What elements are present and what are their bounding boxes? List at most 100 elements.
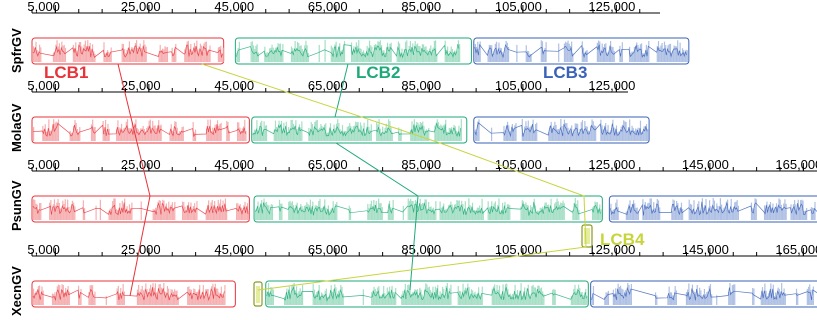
- similarity-bar: [78, 42, 80, 62]
- similarity-bar: [295, 48, 297, 62]
- similarity-bar: [340, 131, 342, 141]
- similarity-bar: [452, 207, 454, 220]
- similarity-bar: [583, 296, 586, 305]
- lcb-block-3[interactable]: [473, 37, 690, 65]
- similarity-bar: [205, 209, 207, 220]
- lcb-block-2[interactable]: [234, 37, 472, 65]
- lcb-block-2[interactable]: [251, 116, 468, 144]
- similarity-bar: [279, 124, 281, 141]
- similarity-bar: [388, 119, 390, 141]
- lcb-block-3[interactable]: [590, 280, 817, 308]
- similarity-bar: [105, 296, 107, 305]
- similarity-bar: [672, 50, 674, 62]
- similarity-bar: [684, 52, 686, 62]
- axis-tick-label: 105,000: [495, 0, 542, 14]
- similarity-bar: [688, 199, 690, 220]
- similarity-bar: [65, 287, 67, 305]
- lcb-block-3[interactable]: [473, 116, 650, 144]
- similarity-bar: [630, 207, 632, 220]
- similarity-bar: [630, 52, 632, 62]
- similarity-bar: [440, 124, 442, 141]
- similarity-bar: [49, 130, 51, 141]
- similarity-bar: [754, 198, 756, 220]
- axis-tick-label: 85,000: [401, 157, 441, 172]
- similarity-bar: [402, 290, 404, 305]
- similarity-bar: [358, 128, 360, 141]
- similarity-bar: [52, 204, 54, 220]
- similarity-bar: [549, 209, 551, 220]
- lcb-block-1[interactable]: [31, 116, 250, 144]
- similarity-bar: [296, 41, 299, 62]
- similarity-bar: [120, 123, 123, 141]
- similarity-profile: [32, 202, 249, 216]
- similarity-bar: [374, 289, 376, 305]
- similarity-bar: [763, 294, 765, 305]
- similarity-bar: [214, 200, 216, 220]
- similarity-bar: [443, 129, 446, 141]
- similarity-bar: [55, 296, 57, 305]
- similarity-bar: [718, 211, 720, 220]
- axis-tick-label: 85,000: [401, 0, 441, 14]
- lcb-block-1[interactable]: [31, 195, 250, 223]
- lcb-block-2[interactable]: [253, 195, 603, 223]
- similarity-bar: [435, 123, 437, 141]
- similarity-bar: [339, 293, 341, 305]
- similarity-bar: [194, 129, 197, 141]
- similarity-bar: [73, 126, 75, 141]
- similarity-bar: [204, 41, 206, 62]
- similarity-bar: [580, 122, 582, 141]
- similarity-bar: [163, 49, 165, 62]
- similarity-bar: [773, 296, 776, 305]
- similarity-bar: [85, 45, 88, 62]
- similarity-bar: [164, 46, 166, 62]
- similarity-bar: [266, 52, 268, 62]
- similarity-bar: [123, 291, 125, 305]
- similarity-bar: [449, 288, 451, 305]
- similarity-bar: [631, 204, 633, 220]
- similarity-bar: [427, 287, 429, 305]
- similarity-bar: [797, 199, 799, 220]
- similarity-bar: [146, 289, 148, 305]
- similarity-bar: [276, 126, 278, 141]
- similarity-bar: [140, 201, 142, 220]
- similarity-bar: [298, 124, 301, 141]
- similarity-bar: [121, 43, 123, 62]
- lcb-block-2[interactable]: [265, 280, 589, 308]
- similarity-bar: [348, 205, 350, 220]
- lcb-block-1[interactable]: [31, 37, 225, 65]
- similarity-bar: [236, 52, 238, 62]
- similarity-bar: [504, 284, 507, 305]
- similarity-bar: [67, 286, 69, 305]
- similarity-bar: [207, 50, 209, 62]
- similarity-bar: [298, 208, 301, 220]
- similarity-bar: [569, 45, 572, 62]
- similarity-bar: [627, 283, 629, 305]
- similarity-bar: [479, 41, 481, 62]
- similarity-bar: [614, 131, 616, 141]
- similarity-bar: [184, 49, 186, 62]
- similarity-bar: [91, 44, 94, 62]
- similarity-bar: [509, 130, 511, 141]
- similarity-bar: [36, 290, 38, 305]
- similarity-bar: [65, 209, 68, 220]
- similarity-bar: [93, 294, 95, 305]
- lcb-block-1[interactable]: [31, 280, 236, 308]
- similarity-bar: [425, 129, 427, 141]
- similarity-bar: [137, 48, 139, 62]
- similarity-bar: [289, 294, 292, 305]
- similarity-bar: [487, 50, 489, 62]
- similarity-bar: [706, 212, 708, 220]
- similarity-bar: [424, 199, 426, 220]
- similarity-bar: [119, 130, 121, 141]
- similarity-bar: [193, 132, 195, 141]
- similarity-bar: [476, 294, 479, 305]
- similarity-bar: [639, 44, 641, 62]
- similarity-bar: [415, 289, 417, 305]
- similarity-bar: [501, 295, 503, 305]
- lcb-block-3[interactable]: [608, 195, 817, 223]
- similarity-bar: [187, 287, 189, 305]
- similarity-bar: [265, 201, 268, 220]
- similarity-bar: [258, 128, 260, 141]
- similarity-bar: [562, 200, 564, 220]
- similarity-bar: [734, 284, 736, 305]
